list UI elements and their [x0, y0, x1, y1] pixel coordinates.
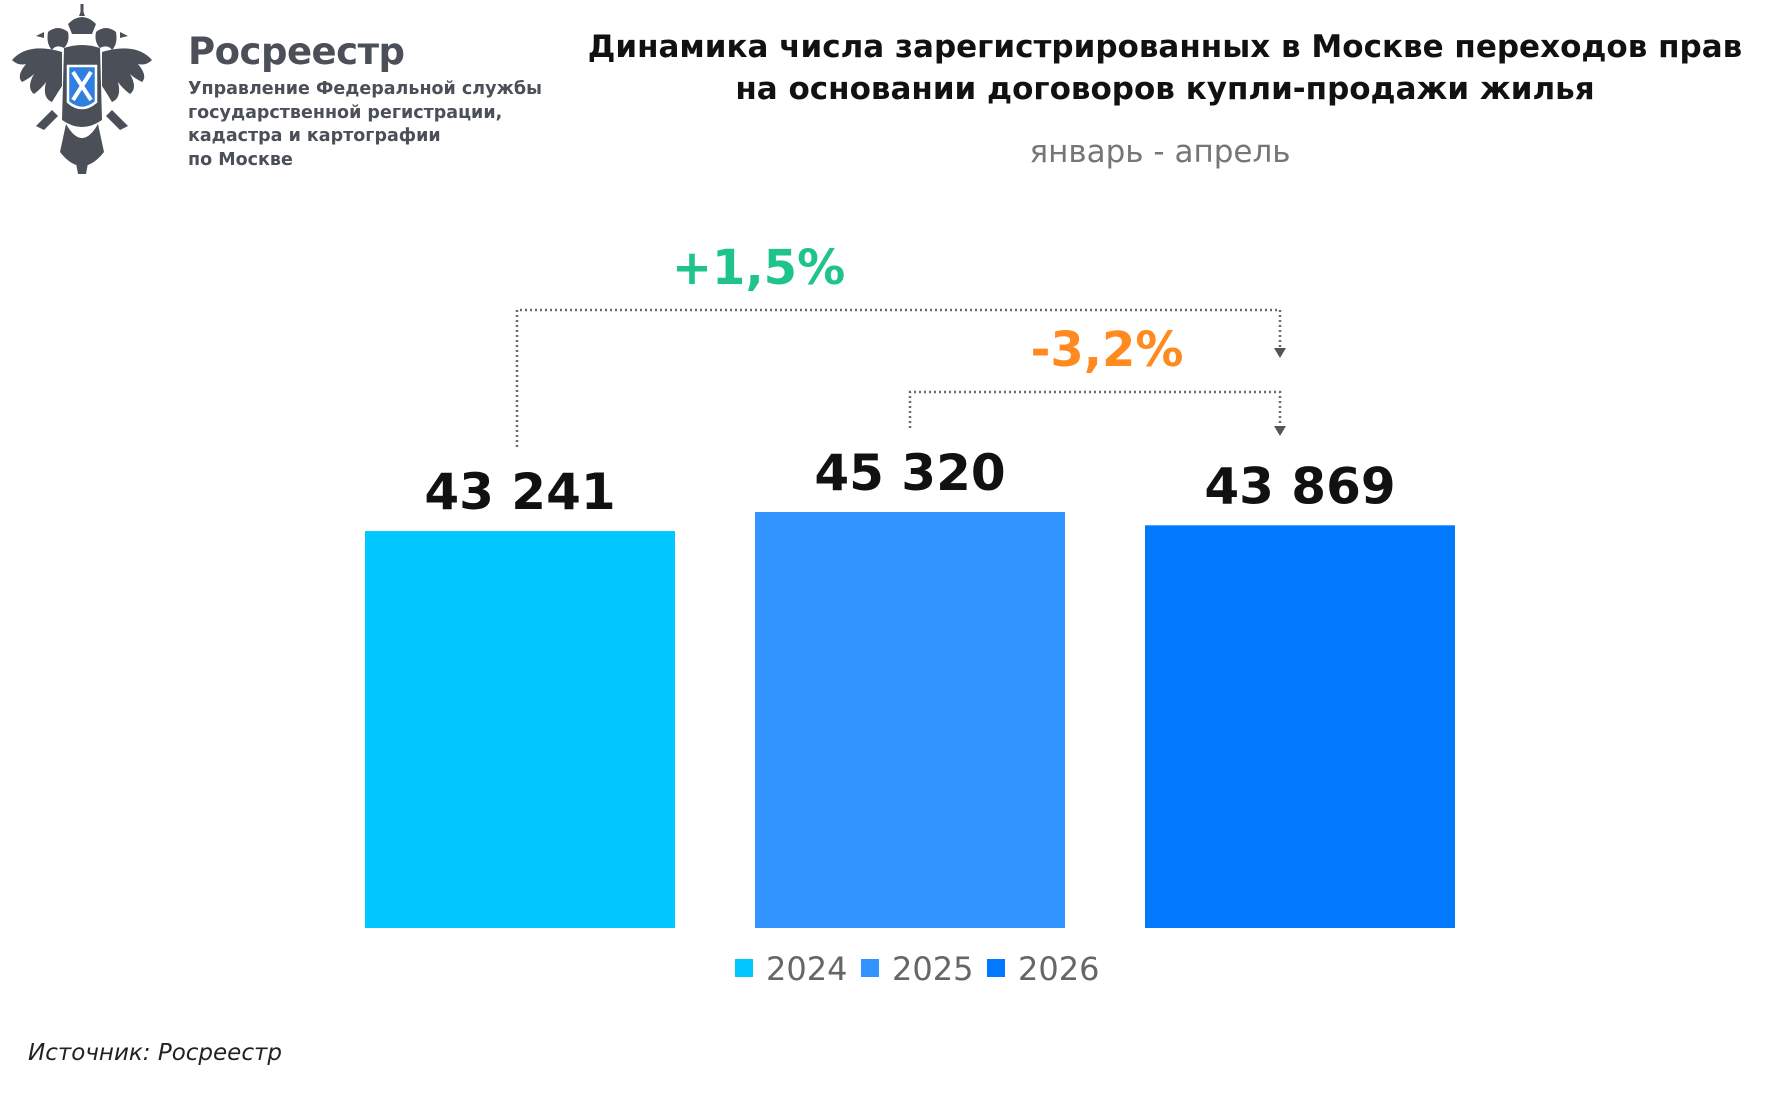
- brand-subtitle-line: Управление Федеральной службы: [188, 79, 542, 99]
- chart-subtitle: январь - апрель: [1029, 134, 1291, 170]
- data-label-2026: 43 869: [1204, 457, 1395, 515]
- chart-title-line: на основании договоров купли-продажи жил…: [735, 71, 1595, 107]
- legend-swatch-2025: [861, 959, 879, 977]
- bar-2025: [755, 512, 1065, 928]
- rosreestr-eagle-logo: [12, 4, 152, 174]
- legend-label-2025: 2025: [892, 950, 973, 988]
- legend-label-2026: 2026: [1018, 950, 1099, 988]
- bar-2026: [1145, 525, 1455, 928]
- data-label-2024: 43 241: [424, 463, 615, 521]
- legend-swatch-2026: [987, 959, 1005, 977]
- annotation-label: -3,2%: [1030, 322, 1183, 378]
- annotation-bracket: [515, 308, 1282, 447]
- arrow-head-icon: [1274, 348, 1286, 358]
- data-label-2025: 45 320: [814, 444, 1005, 502]
- brand-name: Росреестр: [188, 30, 405, 73]
- bar-2024: [365, 531, 675, 928]
- annotation-label: +1,5%: [672, 240, 845, 296]
- legend-label-2024: 2024: [766, 950, 847, 988]
- chart-title: Динамика числа зарегистрированных в Моск…: [570, 26, 1760, 110]
- legend-swatch-2024: [735, 959, 753, 977]
- brand-subtitle: Управление Федеральной службы государств…: [188, 78, 548, 172]
- brand-subtitle-line: по Москве: [188, 149, 293, 170]
- source-note: Источник: Росреестр: [28, 1040, 282, 1066]
- brand-subtitle-line: кадастра и картографии: [188, 126, 441, 146]
- chart-title-line: Динамика числа зарегистрированных в Моск…: [587, 29, 1743, 65]
- annotation-bracket: [908, 390, 1282, 432]
- arrow-head-icon: [1274, 426, 1286, 436]
- brand-subtitle-line: государственной регистрации,: [188, 102, 503, 123]
